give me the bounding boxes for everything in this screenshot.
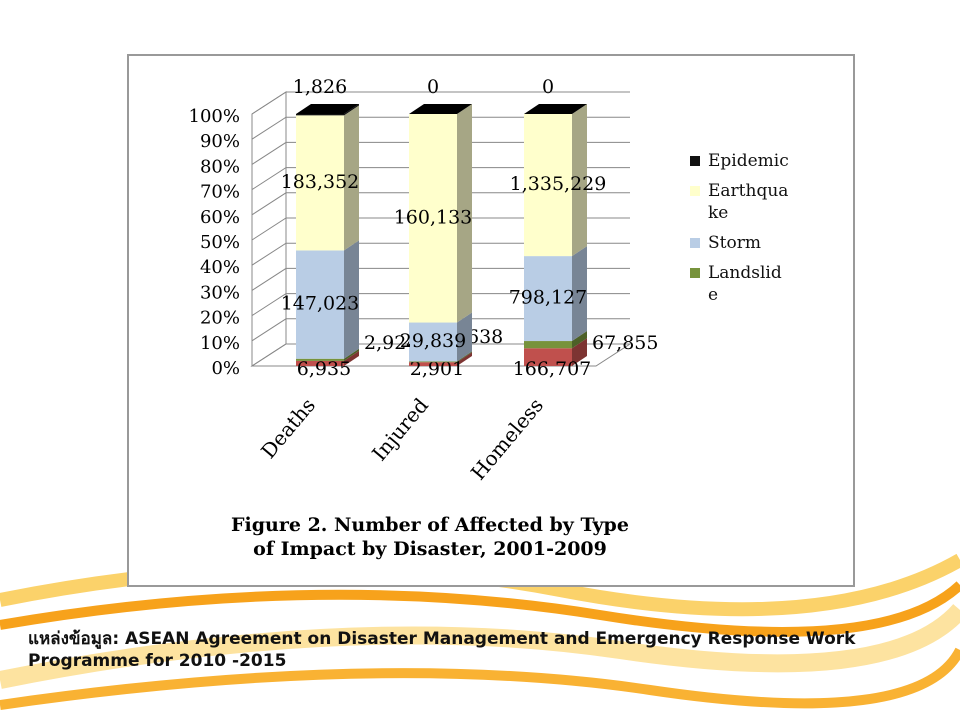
bar-segment — [524, 331, 587, 349]
bar-side — [572, 338, 587, 366]
y-tick-label: 60% — [200, 207, 240, 228]
data-label: 0 — [427, 76, 439, 98]
data-label: 67,855 — [592, 332, 658, 354]
bar-side — [344, 350, 359, 366]
bar-top — [409, 104, 472, 114]
bar-front — [296, 250, 344, 359]
data-label: 2,924 — [364, 332, 418, 354]
bar-segment — [296, 350, 359, 366]
legend-label: Epidemic — [708, 151, 789, 171]
bar-segment — [524, 246, 587, 342]
y-tick-label: 90% — [200, 131, 240, 152]
y-tick-label: 40% — [200, 257, 240, 278]
legend: Epidemic Earthquake Storm Landslide — [690, 150, 830, 314]
grid-line — [251, 167, 630, 191]
legend-swatch — [690, 156, 700, 166]
grid-line — [251, 141, 630, 165]
data-label: 798,127 — [509, 287, 588, 309]
bar-side — [344, 240, 359, 359]
y-tick-label: 80% — [200, 156, 240, 177]
bar-segment — [409, 104, 472, 114]
bar-front — [409, 114, 457, 323]
grid-line — [251, 293, 630, 317]
data-label: 0 — [542, 76, 554, 98]
legend-item: Landslide — [690, 262, 790, 306]
bar-top — [296, 104, 359, 114]
data-label: 29,839 — [400, 330, 466, 352]
chart-frame — [127, 54, 855, 587]
grid-line — [251, 116, 630, 140]
bar-segment — [409, 312, 472, 362]
bar-side — [572, 331, 587, 349]
grid-line — [251, 91, 630, 115]
bar-side — [344, 104, 359, 116]
y-tick-label: 30% — [200, 282, 240, 303]
bar-front — [409, 362, 457, 366]
bar-top — [524, 104, 587, 114]
grid-line — [251, 217, 630, 241]
bar-front — [409, 361, 457, 363]
data-label: 166,707 — [513, 358, 592, 380]
bar-front — [524, 341, 572, 349]
y-tick-label: 50% — [200, 232, 240, 253]
y-tick-label: 100% — [189, 106, 240, 127]
bar-side — [457, 104, 472, 323]
data-label: 183,352 — [281, 171, 360, 193]
bar-segment — [409, 351, 472, 363]
data-label: 1,335,229 — [510, 173, 607, 195]
data-label: 1,826 — [293, 76, 347, 98]
bar-side — [344, 348, 359, 361]
grid-line — [251, 192, 630, 216]
grid-line — [251, 318, 630, 342]
legend-label: Earthquake — [708, 181, 789, 223]
bar-segment — [524, 104, 587, 114]
bar-front — [409, 322, 457, 362]
legend-item: Earthquake — [690, 180, 790, 224]
grid-line — [251, 343, 630, 367]
bar-segment — [524, 338, 587, 366]
y-tick-label: 0% — [211, 358, 240, 379]
data-label: 2,901 — [410, 358, 464, 380]
bar-side — [344, 105, 359, 251]
legend-item: Epidemic — [690, 150, 790, 172]
bar-segment — [296, 105, 359, 251]
legend-swatch — [690, 268, 700, 278]
bar-side — [457, 312, 472, 362]
bar-front — [296, 358, 344, 361]
bar-front — [524, 114, 572, 257]
bar-front — [296, 114, 344, 116]
data-label: 147,023 — [281, 293, 360, 315]
data-label: 6,935 — [297, 358, 351, 380]
bar-side — [457, 352, 472, 366]
legend-label: Landslide — [708, 263, 782, 305]
chart-title: Figure 2. Number of Affected by Type of I… — [231, 514, 629, 560]
bar-front — [296, 360, 344, 366]
bar-side — [457, 351, 472, 363]
bar-segment — [409, 104, 472, 323]
y-tick-label: 20% — [200, 308, 240, 329]
legend-swatch — [690, 186, 700, 196]
bar-side — [572, 246, 587, 342]
bar-segment — [296, 104, 359, 116]
bar-front — [524, 256, 572, 342]
bar-segment — [296, 240, 359, 359]
grid-line — [251, 267, 630, 291]
legend-label: Storm — [708, 233, 761, 253]
bar-segment — [296, 348, 359, 361]
data-label: 160,133 — [394, 206, 473, 228]
bar-segment — [409, 352, 472, 366]
bar-segment — [524, 104, 587, 257]
data-label: 638 — [467, 326, 503, 348]
bar-front — [524, 348, 572, 366]
grid-line — [251, 242, 630, 266]
legend-item: Storm — [690, 232, 790, 254]
legend-swatch — [690, 238, 700, 248]
y-tick-label: 70% — [200, 182, 240, 203]
y-tick-label: 10% — [200, 333, 240, 354]
bar-front — [296, 115, 344, 251]
bar-side — [572, 104, 587, 257]
source-note: แหล่งข้อมูล: ASEAN Agreement on Disaster… — [28, 629, 856, 671]
